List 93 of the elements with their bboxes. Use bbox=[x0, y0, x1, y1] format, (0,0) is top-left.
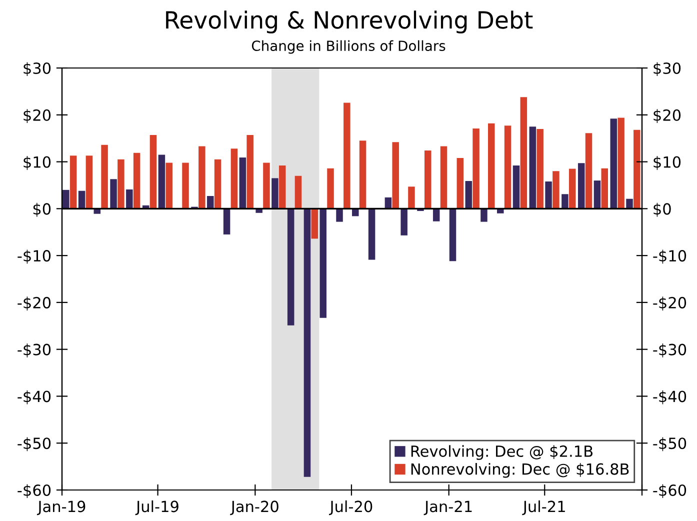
y-tick-label: -$20 bbox=[18, 296, 51, 310]
y2-tick-label: -$10 bbox=[653, 250, 686, 264]
y-tick-label: $10 bbox=[24, 156, 51, 170]
bar bbox=[344, 102, 350, 209]
chart-subtitle: Change in Billions of Dollars bbox=[252, 40, 446, 54]
bar bbox=[536, 128, 544, 209]
chart-title: Revolving & Nonrevolving Debt bbox=[166, 10, 533, 34]
legend-label: Revolving: Dec @ $2.1B bbox=[411, 445, 593, 460]
bar bbox=[230, 148, 238, 209]
bar bbox=[408, 186, 415, 209]
bar bbox=[440, 146, 448, 209]
y-tick-label: -$10 bbox=[18, 250, 51, 264]
bar bbox=[472, 128, 480, 209]
bar bbox=[432, 208, 440, 222]
bar bbox=[287, 208, 294, 326]
bar bbox=[263, 162, 270, 209]
legend-label: Nonrevolving: Dec @ $16.8B bbox=[411, 462, 629, 478]
bar bbox=[182, 162, 189, 209]
bar bbox=[601, 168, 608, 209]
y2-tick-label: $10 bbox=[654, 156, 681, 170]
bar bbox=[304, 208, 311, 477]
bar bbox=[480, 208, 488, 222]
x-tick-label: Jul-19 bbox=[135, 500, 178, 516]
bar bbox=[126, 189, 133, 209]
bar bbox=[634, 130, 640, 209]
bar bbox=[101, 144, 108, 209]
bar bbox=[207, 196, 214, 209]
y-tick-label: $0 bbox=[33, 202, 51, 217]
bar bbox=[585, 133, 592, 209]
bar bbox=[223, 208, 230, 234]
bar bbox=[78, 190, 86, 209]
x-tick-label: Jul-21 bbox=[522, 500, 565, 516]
bar bbox=[456, 158, 464, 209]
bar bbox=[618, 118, 624, 209]
bar bbox=[512, 166, 520, 209]
bar bbox=[400, 208, 408, 236]
y2-tick-label: $0 bbox=[654, 202, 671, 217]
bar bbox=[166, 162, 172, 209]
bar bbox=[504, 126, 512, 209]
bar bbox=[70, 156, 77, 209]
x-tick-label: Jan-19 bbox=[36, 500, 86, 516]
bar bbox=[246, 135, 254, 209]
bar bbox=[311, 208, 318, 239]
y2-tick-label: $30 bbox=[654, 62, 681, 76]
bar bbox=[133, 152, 140, 209]
bar bbox=[384, 197, 392, 209]
y2-tick-label: -$60 bbox=[653, 484, 686, 498]
y2-tick-label: -$50 bbox=[653, 437, 686, 452]
bar bbox=[449, 208, 456, 262]
bar bbox=[594, 180, 601, 209]
bar bbox=[529, 126, 536, 209]
y-tick-label: -$60 bbox=[18, 484, 51, 498]
y-tick-label: -$40 bbox=[18, 390, 51, 404]
y2-tick-label: -$20 bbox=[653, 296, 686, 310]
bar bbox=[626, 198, 633, 209]
bar bbox=[294, 176, 302, 209]
bar bbox=[150, 135, 157, 209]
y2-tick-label: -$40 bbox=[653, 390, 686, 404]
bar bbox=[214, 159, 222, 209]
bar bbox=[520, 97, 528, 209]
bar bbox=[368, 208, 376, 260]
bar bbox=[578, 163, 585, 209]
bar bbox=[359, 140, 366, 209]
x-tick-label: Jan-21 bbox=[424, 500, 472, 516]
bar bbox=[392, 142, 399, 209]
bar bbox=[327, 168, 334, 209]
y-tick-label: $30 bbox=[24, 62, 51, 76]
bar bbox=[62, 190, 70, 209]
y-tick-label: -$30 bbox=[18, 344, 51, 358]
y2-tick-label: -$30 bbox=[653, 344, 686, 358]
y-tick-label: $20 bbox=[24, 109, 51, 123]
bar bbox=[562, 194, 568, 209]
bar bbox=[118, 159, 124, 209]
bar bbox=[545, 181, 552, 209]
bar bbox=[465, 181, 472, 209]
bar bbox=[198, 146, 206, 209]
y2-tick-label: $20 bbox=[654, 109, 681, 123]
bar bbox=[158, 154, 166, 209]
bar bbox=[239, 158, 246, 209]
x-tick-label: Jan-20 bbox=[230, 500, 278, 516]
bar bbox=[488, 123, 495, 209]
bar bbox=[568, 168, 576, 209]
y-tick-label: -$50 bbox=[18, 437, 51, 452]
bar bbox=[336, 208, 343, 222]
x-tick-label: Jul-20 bbox=[328, 500, 372, 516]
bar bbox=[110, 179, 117, 209]
bar bbox=[610, 118, 618, 209]
bar bbox=[424, 150, 432, 209]
bar bbox=[320, 208, 326, 318]
bar bbox=[278, 166, 286, 209]
bar bbox=[552, 171, 560, 209]
bar bbox=[86, 156, 93, 209]
bar bbox=[272, 178, 278, 209]
